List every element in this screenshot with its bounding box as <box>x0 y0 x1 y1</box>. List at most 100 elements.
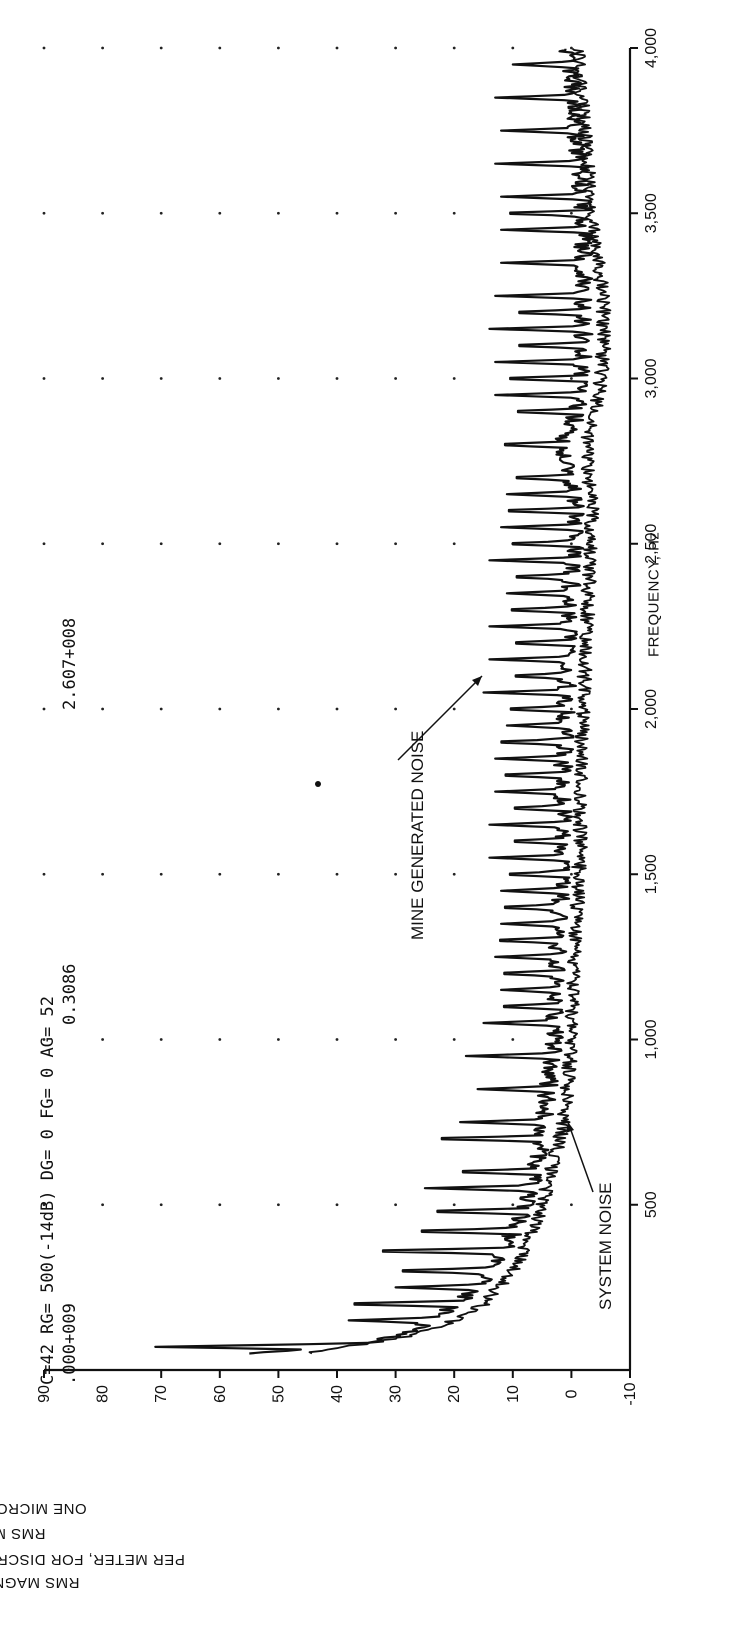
y-tick-label: 60 <box>212 1385 229 1403</box>
y-tick-label: -10 <box>622 1382 639 1405</box>
grid-dot <box>570 707 573 711</box>
grid-dot <box>218 46 222 50</box>
grid-dot <box>159 377 163 380</box>
x-tick-label: 2,500 <box>643 524 660 564</box>
ink-dot <box>315 781 321 787</box>
grid-dot <box>218 211 222 215</box>
y-axis-title: RMS MAGNETIC FIELD STRENGTH, H, dB RELAT… <box>0 1500 185 1591</box>
grid-dot <box>42 377 46 380</box>
grid-dot <box>452 1203 456 1207</box>
grid-dot <box>218 542 222 546</box>
grid-dot <box>452 707 456 711</box>
grid-dot <box>277 542 280 546</box>
grid-dot <box>101 1203 104 1207</box>
grid-dot <box>101 211 104 215</box>
grid-dot <box>335 872 339 876</box>
grid-dot <box>101 1038 104 1041</box>
y-axis-title-line-3: RMS MAGNETIC-FIELD-STRENGTH SPECTRUM DEN… <box>0 1525 45 1542</box>
grid-dot <box>570 377 573 380</box>
grid-dot <box>42 1038 46 1041</box>
y-tick-label: 40 <box>329 1385 346 1403</box>
grid-dot <box>452 377 456 380</box>
grid-dot <box>452 542 456 546</box>
grid-dot <box>394 542 397 546</box>
grid-dot <box>277 707 280 711</box>
grid-dot <box>101 707 104 711</box>
x-tick-label: 3,500 <box>643 193 660 233</box>
grid-dot <box>101 46 104 50</box>
grid-dot <box>394 872 397 876</box>
y-tick-label: 30 <box>388 1385 405 1403</box>
y-axis-ticks: -10 0 10 20 30 40 50 60 70 90 80 <box>36 1370 639 1406</box>
grid-dot <box>570 542 573 546</box>
x-tick-label: 500 <box>643 1191 660 1218</box>
grid-dot <box>218 707 222 711</box>
grid-dot <box>335 211 339 215</box>
mine-noise-annotation: MINE GENERATED NOISE <box>408 731 427 940</box>
grid-dot <box>394 46 397 50</box>
grid-dot <box>570 211 573 215</box>
x-axis-title: FREQUENCY, Hz <box>645 532 662 657</box>
series-layer <box>154 47 612 1355</box>
grid-dot <box>159 1038 163 1041</box>
grid-dot <box>277 377 280 380</box>
grid-dot <box>159 46 163 50</box>
mine-noise-series <box>154 48 594 1355</box>
grid-dot <box>101 542 104 546</box>
x-tick-label: 2,000 <box>643 689 660 729</box>
grid-dot <box>394 707 397 711</box>
grid-dot <box>277 872 280 876</box>
grid-dot <box>42 211 46 215</box>
grid-dot <box>101 872 104 876</box>
grid-dot <box>42 46 46 50</box>
header-line-2-right: 2.607+008 <box>60 618 80 710</box>
grid-dot <box>570 1203 573 1207</box>
grid-dot <box>394 211 397 215</box>
grid-dot <box>42 707 46 711</box>
grid-dot <box>511 46 515 50</box>
grid-dot <box>42 542 46 546</box>
y-tick-label: 20 <box>446 1385 463 1403</box>
mine-noise-arrow <box>397 675 483 761</box>
y-axis-title-line-4: ONE MICROAMPERE-PER-METER PER √3.91 Hz, … <box>0 1500 87 1517</box>
grid-dot <box>277 1203 280 1207</box>
grid-dot <box>277 211 280 215</box>
y-tick-label: 70 <box>153 1385 170 1403</box>
grid-dot <box>452 872 456 876</box>
grid-dot <box>218 1038 222 1041</box>
grid-dot <box>394 377 397 380</box>
y-axis-title-line-2: PER METER, FOR DISCRETE FREQUENCIES; OR <box>0 1551 185 1568</box>
grid-dot <box>277 46 280 50</box>
grid-dot <box>335 542 339 546</box>
x-tick-label: 3,000 <box>643 358 660 398</box>
grid-dot <box>159 211 163 215</box>
grid-dot <box>218 1203 222 1207</box>
grid-dot <box>159 872 163 876</box>
x-tick-label: 1,500 <box>643 854 660 894</box>
grid-dot <box>394 1203 397 1207</box>
y-tick-label: 50 <box>270 1385 287 1403</box>
grid-dot <box>335 707 339 711</box>
grid-dot <box>218 377 222 380</box>
x-tick-label: 1,000 <box>643 1019 660 1059</box>
grid-dot <box>335 46 339 50</box>
system-noise-arrow <box>567 1121 594 1193</box>
y-tick-label: 80 <box>95 1385 112 1403</box>
y-tick-label: 0 <box>563 1389 580 1398</box>
grid-dot <box>101 377 104 380</box>
x-axis-ticks: 500 1,000 1,500 2,000 2,500 3,000 3,500 4,000 <box>630 28 660 1218</box>
grid-dot <box>570 46 573 50</box>
grid-dot <box>159 1203 163 1207</box>
grid-dot <box>452 211 456 215</box>
y-axis-title-line-1: RMS MAGNETIC FIELD STRENGTH, H, dB RELAT… <box>0 1574 79 1591</box>
grid-dot <box>159 542 163 546</box>
system-noise-series <box>308 47 612 1355</box>
header-line-2-mid: 0.3086 <box>60 964 80 1025</box>
system-noise-arrowhead <box>566 1122 574 1133</box>
x-tick-label: 4,000 <box>643 28 660 68</box>
grid-dot <box>511 1038 515 1041</box>
system-noise-annotation: SYSTEM NOISE <box>596 1182 615 1310</box>
mine-noise-arrowhead <box>472 676 482 686</box>
grid-dot <box>335 1203 339 1207</box>
